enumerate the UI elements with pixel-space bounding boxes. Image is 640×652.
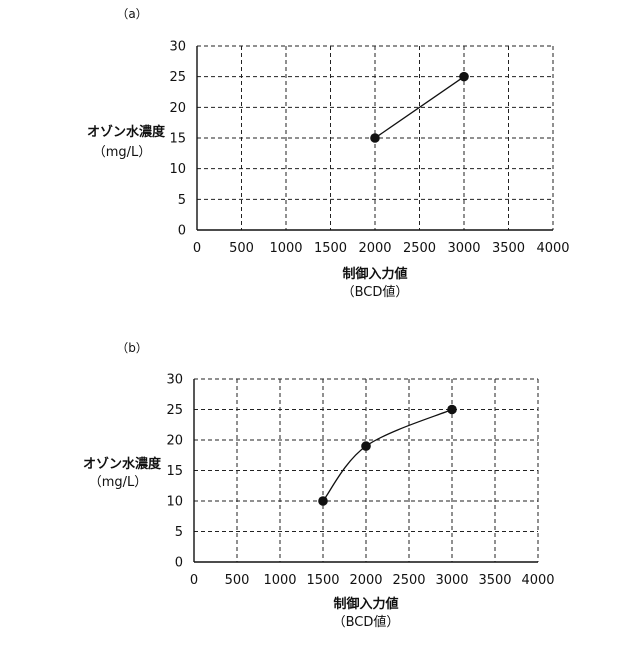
data-point — [361, 441, 371, 451]
x-tick-label: 1500 — [306, 573, 339, 588]
panel-label: （b） — [116, 341, 148, 355]
y-axis-label: オゾン水濃度 — [87, 124, 166, 140]
x-tick-label: 4000 — [521, 573, 554, 588]
y-tick-label: 25 — [169, 70, 186, 85]
x-tick-label: 2500 — [403, 241, 436, 256]
x-tick-label: 0 — [190, 573, 198, 588]
y-tick-label: 10 — [166, 495, 183, 510]
x-tick-label: 2500 — [392, 573, 425, 588]
y-tick-label: 30 — [166, 373, 183, 388]
x-tick-label: 3000 — [447, 241, 480, 256]
y-axis-label: オゾン水濃度 — [83, 456, 162, 472]
x-tick-label: 3500 — [478, 573, 511, 588]
x-tick-label: 0 — [193, 241, 201, 256]
data-point — [459, 72, 469, 82]
y-tick-label: 0 — [178, 224, 186, 239]
data-point — [318, 496, 328, 506]
x-tick-label: 2000 — [358, 241, 391, 256]
y-tick-label: 5 — [178, 193, 186, 208]
x-tick-label: 3000 — [435, 573, 468, 588]
y-tick-label: 15 — [166, 464, 183, 479]
x-tick-label: 3500 — [492, 241, 525, 256]
y-tick-label: 15 — [169, 132, 186, 147]
y-axis-unit-label: （mg/L） — [93, 145, 152, 160]
x-tick-label: 4000 — [536, 241, 569, 256]
chart-b: 0 5 10 15 20 25 30 0 500 1000 1500 2000 2500 3000 3500… — [0, 332, 640, 652]
x-tick-label: 1500 — [314, 241, 347, 256]
x-axis-unit-label: （BCD値） — [342, 284, 409, 300]
y-tick-label: 25 — [166, 403, 183, 418]
x-tick-label: 1000 — [263, 573, 296, 588]
x-axis-label: 制御入力値 — [342, 266, 407, 282]
data-point — [370, 133, 380, 143]
y-tick-label: 20 — [166, 434, 183, 449]
y-tick-label: 10 — [169, 162, 186, 177]
x-tick-label: 500 — [229, 241, 254, 256]
y-axis-unit-label: （mg/L） — [89, 475, 148, 490]
y-tick-label: 20 — [169, 101, 186, 116]
x-tick-label: 2000 — [349, 573, 382, 588]
x-tick-label: 1000 — [269, 241, 302, 256]
chart-a: 0 5 10 15 20 25 30 0 500 1000 1500 2000 2500 3000 3500… — [0, 0, 640, 320]
x-axis-label: 制御入力値 — [333, 596, 398, 612]
panel-label: （a） — [116, 7, 147, 21]
data-point — [447, 405, 457, 415]
y-tick-label: 5 — [175, 525, 183, 540]
x-axis-unit-label: （BCD値） — [333, 614, 400, 630]
series-line — [323, 410, 452, 502]
y-tick-label: 30 — [169, 40, 186, 55]
y-tick-label: 0 — [175, 556, 183, 571]
x-tick-label: 500 — [225, 573, 250, 588]
